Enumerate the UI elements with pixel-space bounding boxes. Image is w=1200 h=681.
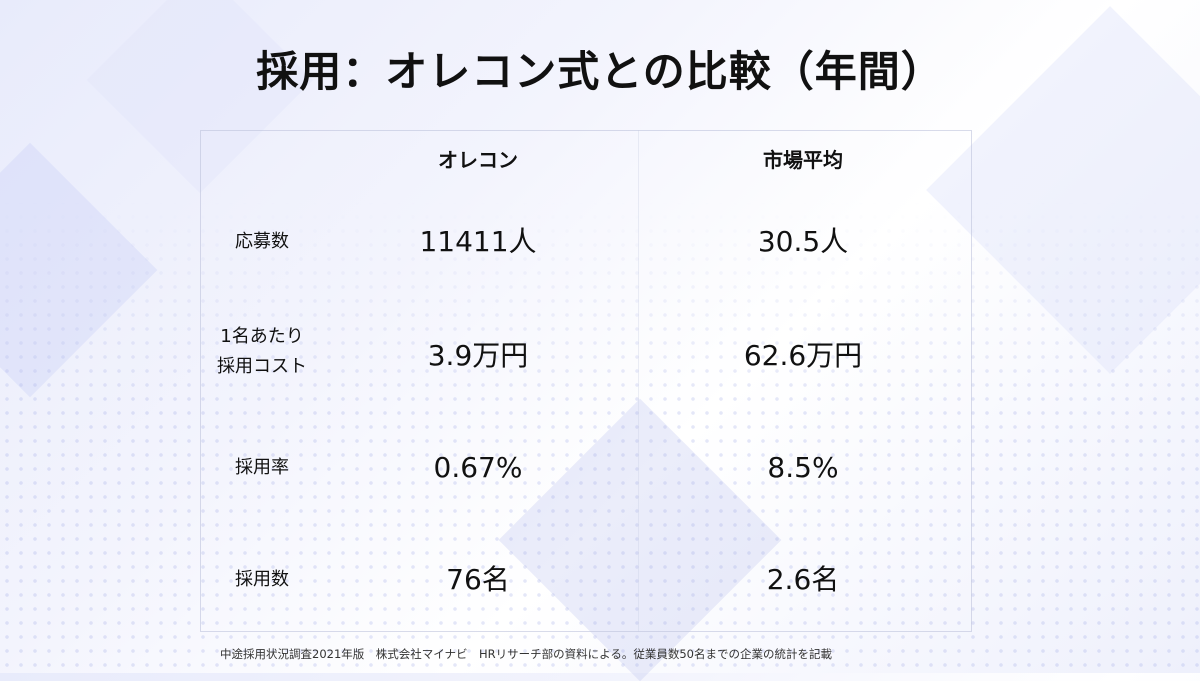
cell-market-hires: 2.6名 (766, 563, 840, 596)
comparison-table (200, 130, 972, 632)
column-divider (638, 130, 639, 632)
slide-title: 採用：オレコン式との比較（年間） (256, 47, 944, 96)
row-label-line: 採用コスト (217, 356, 307, 377)
row-label-hires: 採用数 (235, 569, 289, 590)
row-label-applications: 応募数 (235, 231, 289, 252)
column-header-orecon: オレコン (438, 148, 518, 172)
cell-orecon-cost-per-hire: 3.9万円 (427, 339, 529, 372)
row-label-line: 1名あたり (220, 326, 304, 347)
column-header-market-average: 市場平均 (763, 148, 843, 172)
source-footnote: 中途採用状況調査2021年版 株式会社マイナビ HRリサーチ部の資料による。従業… (220, 647, 832, 661)
cell-market-applications: 30.5人 (757, 225, 849, 258)
row-label-hiring-rate: 採用率 (235, 457, 289, 478)
cell-orecon-hiring-rate: 0.67% (433, 451, 523, 484)
cell-orecon-hires: 76名 (446, 563, 510, 596)
cell-market-cost-per-hire: 62.6万円 (743, 339, 863, 372)
row-label-cost-per-hire: 1名あたり 採用コスト (200, 322, 324, 382)
cell-orecon-applications: 11411人 (419, 225, 537, 258)
cell-market-hiring-rate: 8.5% (767, 451, 839, 484)
